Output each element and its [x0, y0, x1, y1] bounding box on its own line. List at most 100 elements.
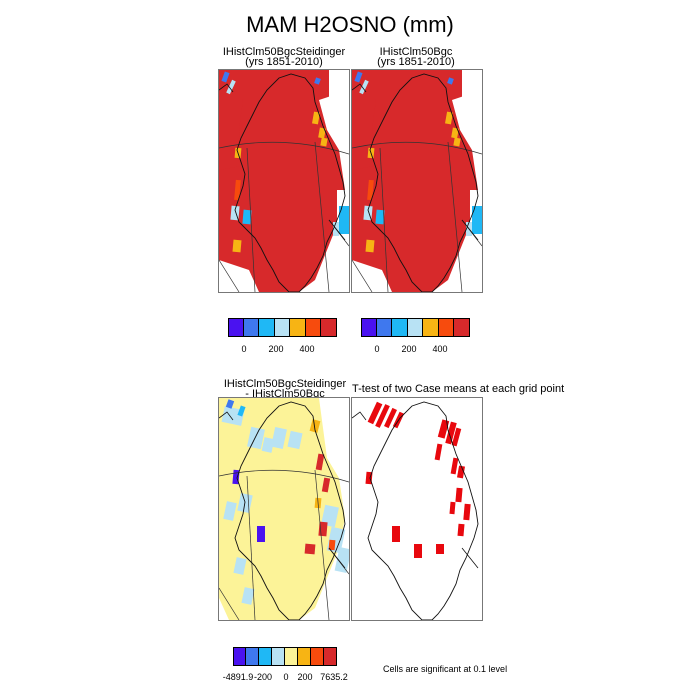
- grid-cell: [221, 406, 245, 426]
- grid-cell: [237, 405, 246, 417]
- grid-cell: [453, 137, 461, 147]
- colorbar-box: [321, 318, 337, 337]
- grid-cell: [354, 71, 363, 83]
- significant-cell: [434, 443, 443, 461]
- coastline: [461, 219, 479, 241]
- significant-cell: [457, 465, 465, 479]
- colorbar-tick: 200: [401, 344, 417, 354]
- significant-cell: [455, 487, 463, 503]
- colorbar-box: [285, 647, 298, 666]
- grid-cell: [261, 437, 275, 453]
- grid-cell: [234, 179, 241, 201]
- colorbar-tick: -200: [253, 672, 272, 682]
- map-panel-steidinger: [218, 69, 350, 293]
- no-data-region: [462, 70, 482, 100]
- grid-cell: [225, 399, 235, 409]
- grid-cell: [221, 71, 230, 83]
- panel-title-line2: - IHistClm50Bgc: [245, 388, 325, 400]
- grid-cell: [339, 206, 349, 234]
- colorbar-tick: 7635.2: [320, 672, 348, 682]
- grid-cell: [312, 111, 320, 125]
- grid-cell: [451, 127, 459, 139]
- coastline: [219, 411, 234, 421]
- panel-title-line1: IHistClm50BgcSteidinger: [222, 46, 346, 58]
- significant-cell: [384, 407, 397, 429]
- grid-cell: [230, 205, 240, 221]
- grid-cell: [242, 209, 252, 225]
- grid-cell: [447, 77, 454, 85]
- graticule-line: [219, 141, 349, 155]
- grid-cell: [367, 179, 374, 201]
- colorbar-tick: 0: [283, 672, 289, 682]
- panel-title-bottom-right: T-test of two Case means at each grid po…: [352, 383, 565, 395]
- grid-cell: [257, 526, 265, 542]
- colorbar-box: [272, 647, 285, 666]
- coastline: [352, 83, 367, 93]
- significant-cell: [414, 544, 422, 558]
- colorbar-box: [311, 647, 324, 666]
- grid-cell: [445, 111, 453, 125]
- colorbar-box: [324, 647, 337, 666]
- figure-title: MAM H2OSNO (mm): [246, 12, 454, 37]
- map-panel-ttest: [351, 397, 483, 621]
- grid-cell: [328, 539, 336, 551]
- grid-cell: [233, 557, 247, 575]
- colorbar-box: [228, 318, 244, 337]
- colorbar-top-left: [228, 318, 337, 337]
- coastline: [352, 411, 367, 421]
- colorbar-bottom: [233, 647, 337, 666]
- coastline: [328, 219, 346, 241]
- grid-cell: [271, 426, 287, 450]
- graticule-line: [219, 587, 240, 620]
- grid-cell: [223, 501, 237, 521]
- colorbar-box: [259, 318, 275, 337]
- grid-cell: [232, 239, 242, 253]
- coastline: [367, 401, 479, 620]
- graticule-line: [447, 141, 463, 292]
- coastline: [367, 73, 479, 292]
- grid-cell: [287, 430, 303, 450]
- colorbar-tick: 400: [299, 344, 315, 354]
- grid-cell: [247, 426, 265, 450]
- colorbar-box: [376, 318, 392, 337]
- panel-title-line1: IHistClm50BgcSteidinger: [223, 378, 347, 390]
- coastline: [234, 73, 346, 292]
- no-data-region: [337, 190, 349, 292]
- grid-cell: [226, 79, 236, 95]
- graticule-line: [246, 147, 256, 292]
- grid-cell: [314, 77, 321, 85]
- grid-cell: [318, 127, 326, 139]
- coastline: [219, 83, 234, 93]
- significant-cell: [449, 501, 456, 515]
- coastline: [234, 401, 346, 620]
- significant-cell: [445, 421, 457, 445]
- significant-cell: [463, 503, 471, 521]
- colorbar-box: [298, 647, 311, 666]
- significant-cell: [375, 404, 390, 428]
- grid-cell: [363, 205, 373, 221]
- no-data-region: [219, 260, 259, 292]
- panel-title-line2: (yrs 1851-2010): [377, 56, 455, 68]
- significant-cell: [457, 523, 465, 537]
- no-data-region: [339, 100, 349, 140]
- no-data-region: [472, 100, 482, 140]
- colorbar-tick: 0: [241, 344, 247, 354]
- graticule-line: [352, 259, 373, 292]
- significant-cell: [450, 457, 459, 475]
- grid-cell: [304, 543, 316, 555]
- map-panel-difference: [218, 397, 350, 621]
- graticule-line: [352, 141, 482, 155]
- significant-cell: [392, 526, 400, 542]
- colorbar-box: [407, 318, 423, 337]
- colorbar-box: [246, 647, 259, 666]
- significant-cell: [436, 544, 444, 554]
- colorbar-box: [290, 318, 306, 337]
- graticule-line: [219, 259, 240, 292]
- map-panel-bgc: [351, 69, 483, 293]
- graticule-line: [379, 147, 389, 292]
- panel-title-top-right: IHistClm50Bgc (yrs 1851-2010): [350, 47, 482, 68]
- significant-cell: [367, 401, 383, 425]
- significance-note: Cells are significant at 0.1 level: [383, 664, 508, 674]
- grid-cell: [321, 477, 331, 493]
- no-data-region: [329, 70, 349, 100]
